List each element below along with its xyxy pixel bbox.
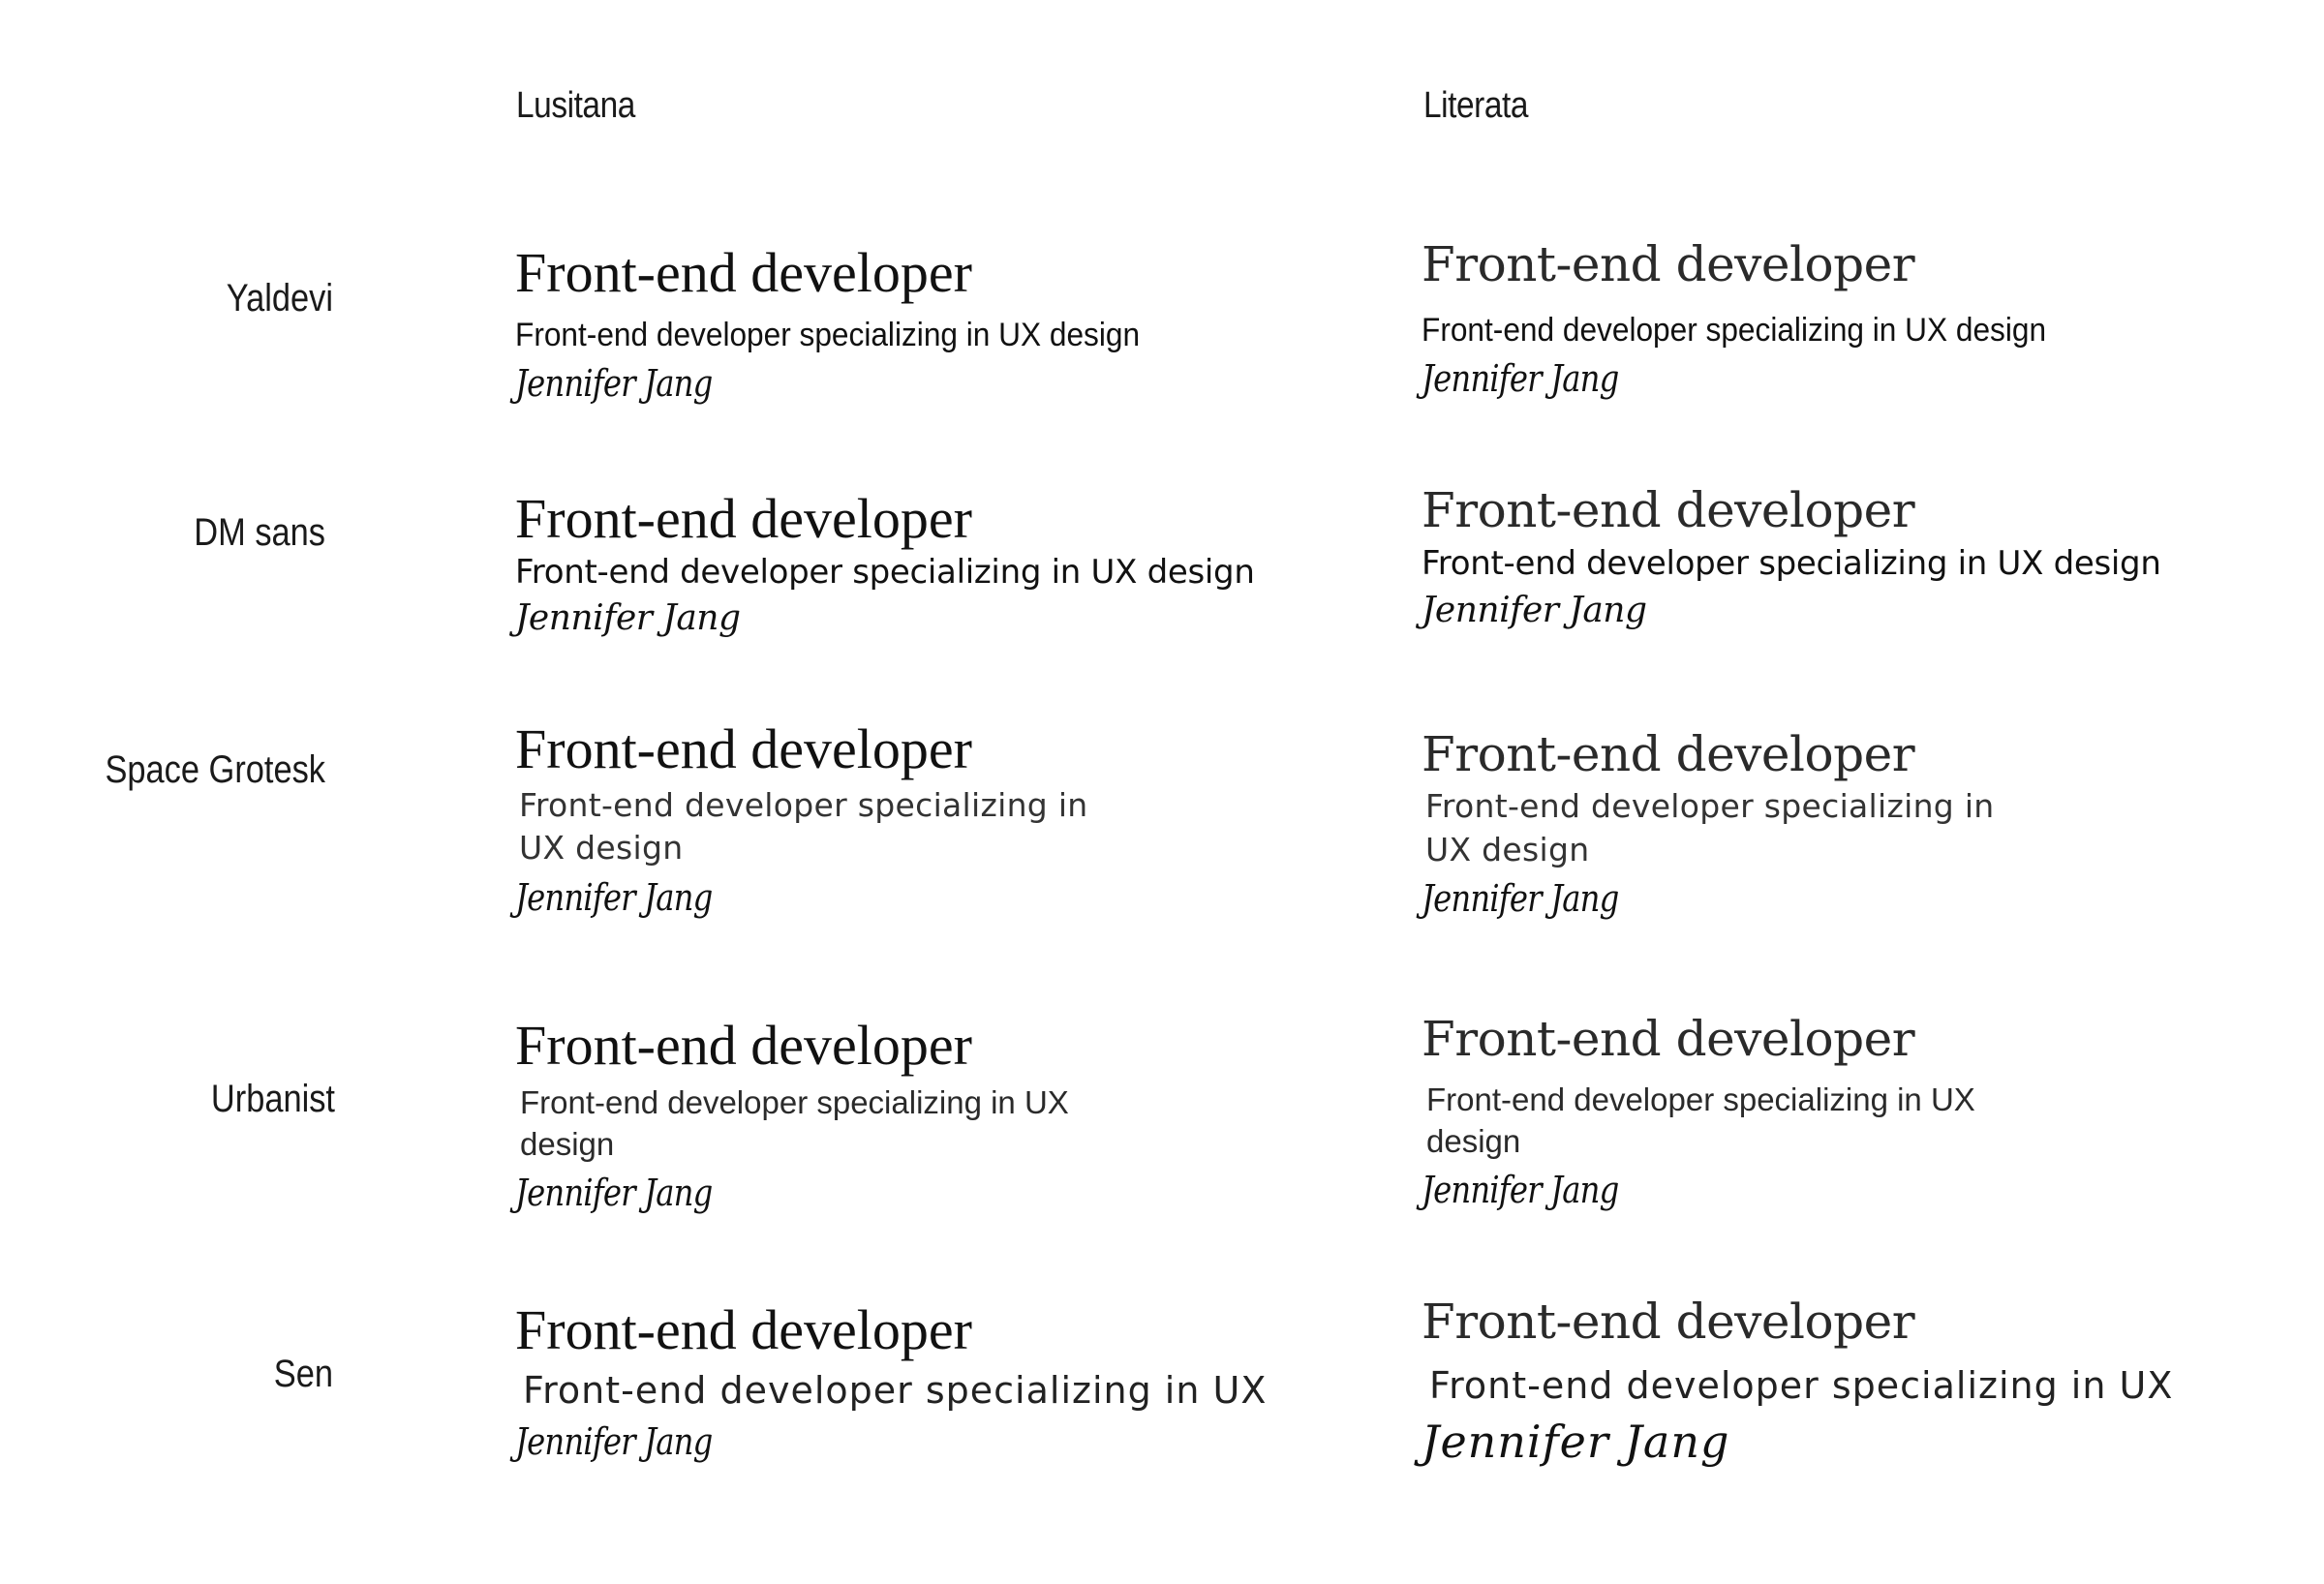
specimen-subtitle: Front-end developer specializing in UX d…: [515, 316, 1141, 353]
specimen-title: Front-end developer: [515, 487, 972, 550]
specimen-literata-space-grotesk: Front-end developer Front-end developer …: [1422, 726, 2274, 921]
specimen-signature: Jennifer Jang: [1422, 1168, 1619, 1211]
specimen-title: Front-end developer: [1422, 1294, 1915, 1350]
specimen-subtitle: Front-end developer specializing in UX d…: [520, 1083, 1069, 1162]
specimen-title: Front-end developer: [515, 717, 972, 780]
specimen-subtitle: Front-end developer specializing in UX: [523, 1368, 1268, 1412]
specimen-subtitle: Front-end developer specializing in UX d…: [1422, 312, 2047, 349]
specimen-signature: Jennifer Jang: [1422, 590, 1647, 630]
specimen-lusitana-sen: Front-end developer Front-end developer …: [515, 1299, 1367, 1463]
specimen-signature: Jennifer Jang: [515, 1171, 713, 1214]
specimen-lusitana-yaldevi: Front-end developer Front-end developer …: [515, 242, 1367, 405]
row-label-dm-sans: DM sans: [194, 511, 325, 554]
specimen-lusitana-space-grotesk: Front-end developer Front-end developer …: [515, 718, 1367, 919]
specimen-title: Front-end developer: [1422, 482, 1915, 538]
specimen-lusitana-dm-sans: Front-end developer Front-end developer …: [515, 487, 1367, 639]
specimen-signature: Jennifer Jang: [515, 598, 741, 639]
row-label-sen: Sen: [273, 1353, 333, 1395]
specimen-subtitle: Front-end developer specializing in UX: [1429, 1364, 2174, 1407]
specimen-signature: Jennifer Jang: [515, 875, 713, 919]
specimen-title: Front-end developer: [515, 1298, 972, 1361]
specimen-signature: Jennifer Jang: [1422, 877, 1619, 921]
specimen-signature: Jennifer Jang: [1422, 357, 1619, 401]
specimen-lusitana-urbanist: Front-end developer Front-end developer …: [515, 1015, 1367, 1214]
specimen-literata-urbanist: Front-end developer Front-end developer …: [1422, 1013, 2274, 1211]
specimen-signature: Jennifer Jang: [515, 361, 713, 405]
row-label-yaldevi: Yaldevi: [226, 277, 333, 320]
specimen-literata-sen: Front-end developer Front-end developer …: [1422, 1294, 2274, 1469]
specimen-subtitle: Front-end developer specializing in UX d…: [1422, 544, 2161, 583]
specimen-signature: Jennifer Jang: [515, 1420, 713, 1464]
row-label-space-grotesk: Space Grotesk: [105, 748, 325, 791]
specimen-literata-yaldevi: Front-end developer Front-end developer …: [1422, 236, 2274, 401]
specimen-title: Front-end developer: [1422, 726, 1915, 782]
specimen-title: Front-end developer: [1422, 1011, 1915, 1067]
specimen-subtitle: Front-end developer specializing in UX d…: [1425, 787, 1995, 868]
specimen-signature: Jennifer Jang: [1422, 1416, 1730, 1469]
row-label-urbanist: Urbanist: [210, 1078, 335, 1120]
specimen-literata-dm-sans: Front-end developer Front-end developer …: [1422, 484, 2274, 630]
specimen-title: Front-end developer: [515, 241, 972, 304]
column-header-literata: Literata: [1423, 85, 1529, 126]
column-header-lusitana: Lusitana: [516, 85, 635, 126]
specimen-title: Front-end developer: [515, 1014, 972, 1077]
specimen-subtitle: Front-end developer specializing in UX d…: [519, 785, 1088, 868]
specimen-subtitle: Front-end developer specializing in UX d…: [515, 552, 1255, 592]
specimen-title: Front-end developer: [1422, 236, 1915, 292]
specimen-subtitle: Front-end developer specializing in UX d…: [1426, 1081, 1975, 1159]
